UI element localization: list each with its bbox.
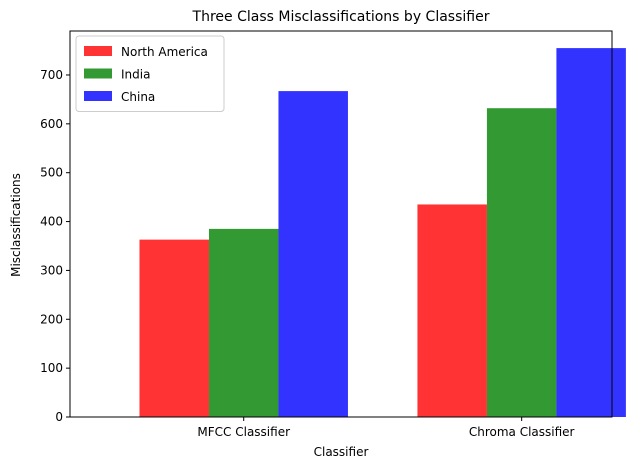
bar (278, 91, 348, 418)
legend: North America India China (75, 35, 225, 112)
x-tick-label: Chroma Classifier (469, 425, 575, 439)
axes-frame (69, 30, 613, 418)
y-tick-label: 600 (40, 117, 63, 131)
x-axis-label: Classifier (314, 445, 369, 459)
legend-swatch (84, 91, 112, 101)
y-tick-label: 700 (40, 68, 63, 82)
y-axis-label: Misclassifications (9, 173, 23, 277)
y-tick-label: 400 (40, 215, 63, 229)
bar (208, 228, 279, 417)
y-tick-label: 200 (40, 312, 63, 326)
chart-title: Three Class Misclassifications by Classi… (192, 9, 490, 25)
legend-label: China (121, 90, 155, 104)
bar (139, 239, 209, 417)
bar (556, 48, 626, 418)
bar (417, 204, 487, 417)
plot-area: 0 100 200 300 400 500 600 700 MFCC Classifier Chr… (40, 30, 626, 439)
y-tick-label: 0 (55, 410, 63, 424)
legend-swatch (84, 68, 112, 79)
legend-label: North America (121, 45, 208, 59)
legend-label: India (121, 68, 150, 82)
bar (486, 108, 557, 417)
y-tick-label: 300 (40, 263, 63, 277)
legend-box (75, 35, 225, 112)
legend-swatch (84, 46, 112, 56)
y-tick-label: 100 (40, 361, 63, 375)
x-tick-label: MFCC Classifier (197, 425, 290, 439)
y-tick-label: 500 (40, 166, 63, 180)
